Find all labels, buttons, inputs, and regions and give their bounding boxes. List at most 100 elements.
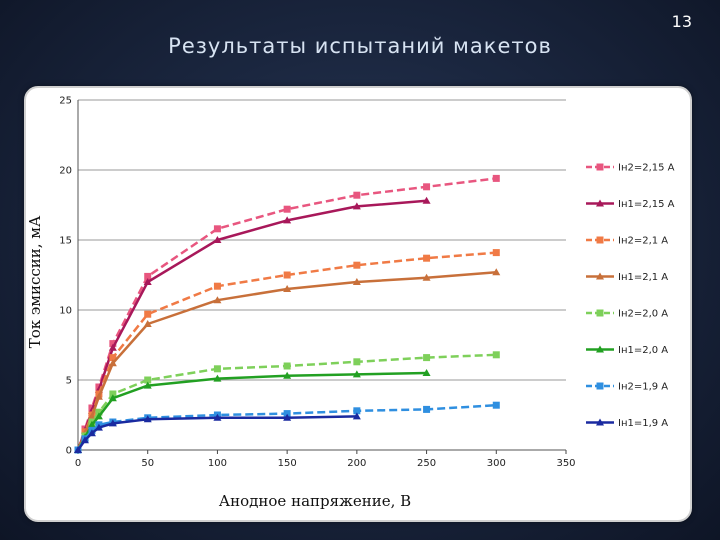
data-point — [213, 374, 222, 382]
data-point — [283, 410, 291, 418]
series-3 — [74, 249, 500, 454]
series-8 — [74, 412, 361, 453]
data-point — [423, 183, 431, 191]
legend-marker — [596, 199, 604, 207]
data-point — [213, 282, 221, 290]
data-point — [283, 271, 291, 279]
legend-marker — [596, 236, 604, 244]
x-tick-label: 100 — [208, 458, 227, 469]
series-line — [76, 270, 497, 451]
legend-label: Iн1=2,0 А — [618, 345, 668, 356]
data-point — [109, 340, 117, 348]
legend-marker — [596, 382, 604, 390]
legend-label: Iн2=2,15 А — [618, 163, 675, 174]
slide-title: Результаты испытаний макетов — [168, 34, 552, 58]
data-point — [143, 415, 152, 423]
legend-item: Iн2=2,0 А — [586, 309, 668, 320]
data-point — [94, 423, 103, 431]
y-tick-label: 0 — [66, 446, 72, 457]
series-line — [76, 371, 427, 451]
legend-label: Iн2=1,9 А — [618, 382, 668, 393]
data-point — [352, 202, 361, 210]
data-point — [423, 405, 431, 413]
data-point — [423, 254, 431, 262]
data-point — [422, 196, 431, 204]
legend-marker — [596, 272, 604, 280]
chart-panel: 0 5 10 15 20 25 0 50 100 150 200 250 300 350 Iн2=2,15… — [24, 86, 692, 522]
data-point — [213, 296, 222, 304]
series-7 — [74, 401, 500, 454]
series-4 — [74, 268, 501, 453]
data-point — [213, 236, 222, 243]
data-point — [353, 358, 361, 366]
series-6 — [74, 369, 431, 453]
legend-label: Iн1=2,1 А — [618, 272, 668, 283]
data-point — [108, 359, 117, 367]
data-point — [108, 394, 117, 402]
legend-marker — [596, 163, 604, 171]
y-tick-label: 5 — [66, 376, 72, 387]
legend: Iн2=2,15 А Iн1=2,15 А Iн2=2,1 А Iн1=2,1 А Iн… — [586, 163, 675, 429]
data-point — [94, 392, 103, 400]
series-line — [76, 403, 497, 451]
data-point — [109, 390, 117, 398]
data-point — [213, 413, 222, 421]
x-tick-label: 50 — [141, 458, 154, 469]
data-point — [80, 436, 89, 444]
data-point — [492, 249, 500, 257]
data-point — [144, 376, 152, 384]
x-tick-label: 300 — [487, 458, 506, 469]
legend-item: Iн2=1,9 А — [586, 382, 668, 393]
data-point — [87, 420, 96, 428]
x-tick-label: 150 — [278, 458, 297, 469]
data-point — [213, 225, 221, 233]
data-point — [95, 408, 103, 416]
legend-item: Iн1=2,15 А — [586, 199, 675, 210]
legend-item: Iн2=2,15 А — [586, 163, 675, 174]
legend-marker — [596, 309, 604, 317]
x-axis-title: Анодное напряжение, В — [219, 492, 411, 510]
y-tick-label: 20 — [59, 166, 72, 177]
legend-label: Iн2=2,1 А — [618, 236, 668, 247]
x-tick-label: 250 — [417, 458, 436, 469]
data-point — [492, 174, 500, 182]
data-point — [353, 261, 361, 269]
y-axis-title: Ток эмиссии, мА — [26, 215, 44, 348]
data-point — [352, 278, 361, 285]
data-point — [87, 429, 96, 437]
legend-label: Iн2=2,0 А — [618, 309, 668, 320]
data-point — [108, 419, 117, 427]
series-line — [76, 199, 427, 451]
legend-marker — [596, 345, 604, 353]
x-tick-label: 350 — [556, 458, 575, 469]
data-point — [352, 370, 361, 378]
legend-marker — [596, 418, 604, 426]
y-tick-label: 15 — [59, 236, 72, 247]
data-point — [144, 310, 152, 318]
data-point — [87, 412, 96, 420]
data-point — [422, 273, 431, 281]
legend-item: Iн1=1,9 А — [586, 418, 668, 429]
legend-item: Iн1=2,0 А — [586, 345, 668, 356]
data-point — [422, 369, 431, 376]
y-tick-label: 25 — [59, 96, 72, 107]
x-tick-label: 0 — [75, 458, 81, 469]
data-point — [352, 412, 361, 420]
data-point — [353, 407, 361, 415]
data-point — [283, 205, 291, 213]
legend-item: Iн1=2,1 А — [586, 272, 668, 283]
series-5 — [74, 351, 500, 454]
data-point — [423, 354, 431, 362]
legend-item: Iн2=2,1 А — [586, 236, 668, 247]
legend-label: Iн1=2,15 А — [618, 199, 675, 210]
legend-label: Iн1=1,9 А — [618, 418, 668, 429]
data-point — [283, 216, 292, 224]
data-point — [213, 365, 221, 373]
data-point — [144, 272, 152, 280]
data-point — [283, 413, 292, 421]
data-point — [94, 412, 103, 420]
y-tick-label: 10 — [59, 306, 72, 317]
slide-number: 13 — [671, 12, 692, 31]
